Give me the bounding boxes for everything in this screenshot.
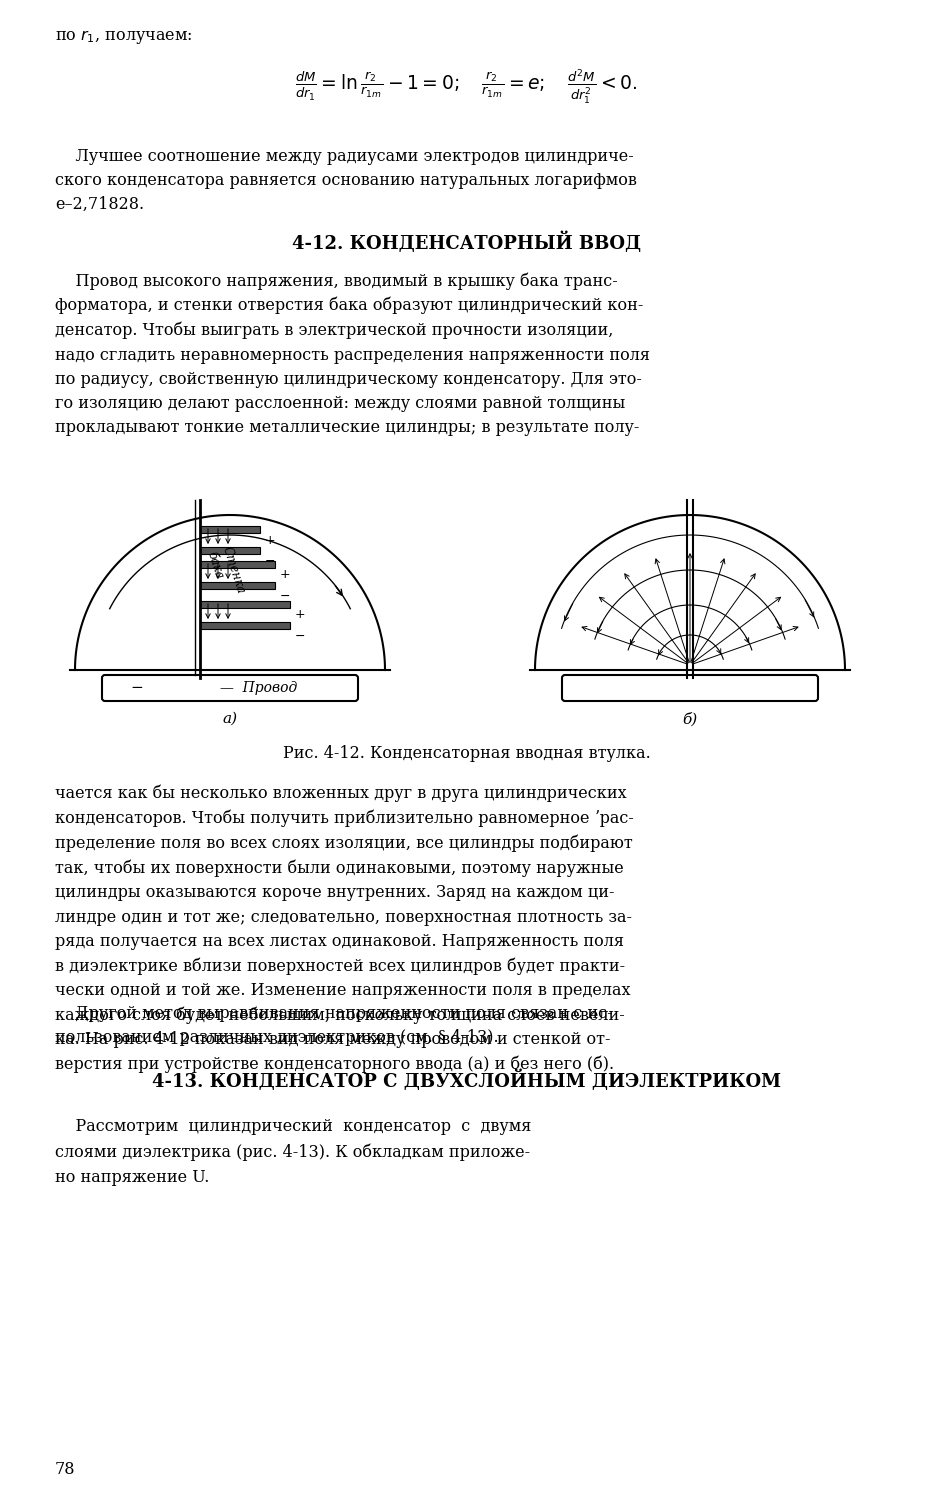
Bar bbox=[200, 622, 290, 628]
FancyBboxPatch shape bbox=[562, 675, 818, 700]
Text: +: + bbox=[295, 609, 306, 621]
Bar bbox=[200, 526, 260, 532]
Text: −: − bbox=[265, 555, 275, 567]
Text: −: − bbox=[295, 630, 305, 642]
Text: а): а) bbox=[222, 712, 238, 726]
Bar bbox=[200, 561, 275, 568]
Text: Стенка
бака: Стенка бака bbox=[205, 544, 246, 600]
Text: —  Провод: — Провод bbox=[220, 681, 298, 694]
Text: +: + bbox=[280, 568, 290, 582]
Text: Рассмотрим  цилиндрический  конденсатор  с  двумя
слоями диэлектрика (рис. 4-13): Рассмотрим цилиндрический конденсатор с … bbox=[55, 1118, 532, 1186]
Text: $\frac{dM}{dr_1} = \ln \frac{r_2}{r_{1m}} - 1 = 0; \quad \frac{r_2}{r_{1m}} = e;: $\frac{dM}{dr_1} = \ln \frac{r_2}{r_{1m}… bbox=[296, 68, 637, 106]
Text: Другой метод выравнивания напряженности поля связан с ис-
пользованием различных: Другой метод выравнивания напряженности … bbox=[55, 1005, 613, 1046]
Text: чается как бы несколько вложенных друг в друга цилиндрических
конденсаторов. Что: чается как бы несколько вложенных друг в… bbox=[55, 784, 634, 1072]
Text: −: − bbox=[130, 681, 143, 696]
Text: 4-12. КОНДЕНСАТОРНЫЙ ВВОД: 4-12. КОНДЕНСАТОРНЫЙ ВВОД bbox=[292, 232, 641, 254]
Text: Провод высокого напряжения, вводимый в крышку бака транс-
форматора, и стенки от: Провод высокого напряжения, вводимый в к… bbox=[55, 272, 650, 436]
Text: Лучшее соотношение между радиусами электродов цилиндриче-
ского конденсатора рав: Лучшее соотношение между радиусами элект… bbox=[55, 148, 637, 213]
Text: по $r_1$, получаем:: по $r_1$, получаем: bbox=[55, 28, 192, 46]
Bar bbox=[200, 582, 275, 590]
Text: Рис. 4-12. Конденсаторная вводная втулка.: Рис. 4-12. Конденсаторная вводная втулка… bbox=[283, 746, 650, 762]
Text: −: − bbox=[280, 590, 290, 603]
Text: 78: 78 bbox=[55, 1461, 76, 1478]
Text: 4-13. КОНДЕНСАТОР С ДВУХСЛОЙНЫМ ДИЭЛЕКТРИКОМ: 4-13. КОНДЕНСАТОР С ДВУХСЛОЙНЫМ ДИЭЛЕКТР… bbox=[152, 1070, 781, 1090]
Text: +: + bbox=[265, 534, 275, 546]
Bar bbox=[200, 602, 290, 608]
FancyBboxPatch shape bbox=[102, 675, 358, 700]
Bar bbox=[200, 548, 260, 554]
Text: б): б) bbox=[682, 712, 698, 726]
